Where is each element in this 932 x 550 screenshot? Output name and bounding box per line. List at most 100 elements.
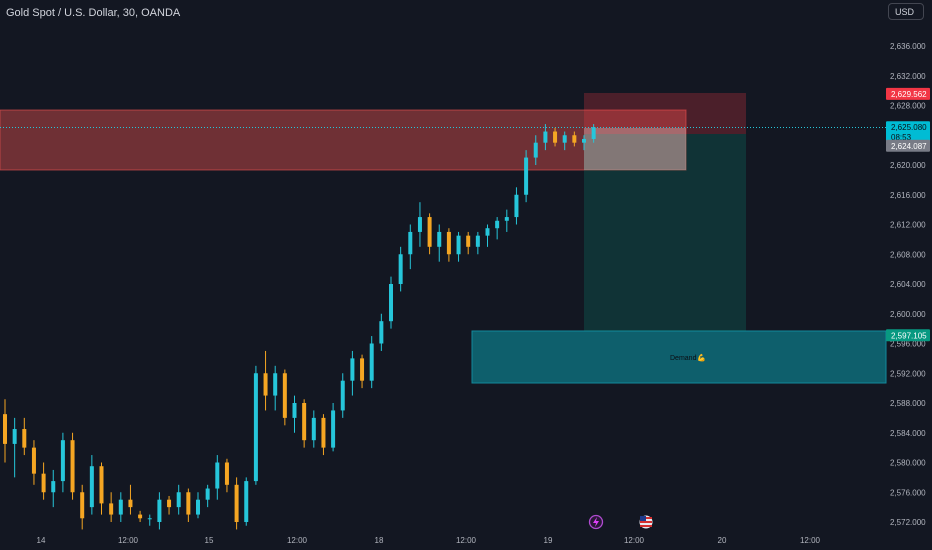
- candle: [466, 231, 471, 255]
- lightning-icon[interactable]: [588, 514, 604, 530]
- price-tick-label: 2,632.000: [890, 72, 926, 81]
- price-tick-label: 2,572.000: [890, 518, 926, 527]
- price-axis[interactable]: 2,636.0002,632.0002,628.0002,624.0002,62…: [886, 42, 930, 527]
- candle: [167, 495, 172, 515]
- candle: [485, 224, 490, 247]
- candle: [60, 432, 65, 493]
- time-tick-label: 12:00: [624, 536, 645, 545]
- time-tick-label: 14: [37, 536, 46, 545]
- candle: [89, 455, 94, 515]
- candle: [572, 131, 577, 147]
- time-tick-label: 12:00: [456, 536, 477, 545]
- candle: [360, 354, 365, 389]
- svg-text:2,625.080: 2,625.080: [891, 123, 927, 132]
- candle: [263, 350, 268, 411]
- time-tick-label: 18: [375, 536, 384, 545]
- candle: [234, 477, 239, 530]
- candle: [138, 510, 143, 522]
- candle: [553, 127, 558, 147]
- candle: [273, 365, 278, 411]
- candle: [22, 417, 27, 456]
- svg-text:2,624.087: 2,624.087: [891, 142, 927, 151]
- candle: [456, 231, 461, 262]
- candle: [533, 135, 538, 165]
- price-tick-label: 2,620.000: [890, 161, 926, 170]
- candle: [253, 365, 258, 485]
- candle: [321, 414, 326, 456]
- time-tick-label: 19: [544, 536, 553, 545]
- candle: [417, 202, 422, 247]
- price-tick-label: 2,616.000: [890, 191, 926, 200]
- candle: [389, 276, 393, 329]
- candle: [31, 440, 36, 485]
- candle: [582, 135, 586, 151]
- price-tick-label: 2,596.000: [890, 340, 926, 349]
- candle: [504, 209, 509, 232]
- candle: [244, 477, 249, 526]
- candle: [118, 492, 123, 522]
- candle: [157, 492, 162, 530]
- candle: [524, 150, 529, 203]
- symbol-title[interactable]: Gold Spot / U.S. Dollar, 30, OANDA: [6, 7, 181, 19]
- candle: [196, 492, 200, 519]
- stop-loss-price-label[interactable]: 2,629.562: [886, 87, 930, 100]
- price-tick-label: 2,636.000: [890, 42, 926, 51]
- entry-price-label[interactable]: 2,624.087: [886, 139, 930, 152]
- candle: [109, 492, 114, 522]
- supply-zone[interactable]: [0, 109, 687, 171]
- candle: [51, 469, 56, 508]
- price-tick-label: 2,588.000: [890, 399, 926, 408]
- flex-emoji-icon: 💪: [697, 353, 706, 362]
- candle: [99, 462, 104, 515]
- price-tick-label: 2,608.000: [890, 250, 926, 259]
- time-tick-label: 12:00: [287, 536, 308, 545]
- candle: [128, 484, 133, 515]
- price-tick-label: 2,580.000: [890, 459, 926, 468]
- candle: [70, 432, 75, 500]
- candle: [3, 399, 7, 463]
- candle: [543, 124, 548, 151]
- candle: [514, 187, 519, 225]
- position-stop-loss-area[interactable]: [584, 93, 746, 134]
- candle: [331, 403, 336, 452]
- candle: [41, 462, 46, 500]
- time-tick-label: 12:00: [800, 536, 821, 545]
- candle: [398, 246, 403, 292]
- candle: [224, 458, 229, 493]
- candle: [446, 228, 451, 262]
- candle: [311, 410, 316, 448]
- price-tick-label: 2,604.000: [890, 280, 926, 289]
- candle: [205, 484, 210, 508]
- time-axis[interactable]: 14 12:00 15 12:00 18 12:00 19 12:00 20 12:00: [37, 536, 821, 545]
- candle: [186, 488, 191, 522]
- candle: [12, 417, 17, 478]
- candle: [379, 313, 384, 351]
- candle: [340, 373, 345, 418]
- candle: [215, 455, 220, 500]
- candle: [369, 336, 374, 389]
- currency-button[interactable]: USD: [888, 3, 924, 20]
- svg-text:2,597.105: 2,597.105: [891, 331, 927, 340]
- candle: [591, 124, 596, 143]
- position-take-profit-area[interactable]: [584, 134, 746, 331]
- candle: [495, 217, 500, 240]
- candle: [350, 350, 355, 396]
- price-tick-label: 2,628.000: [890, 102, 926, 111]
- candles-layer: [3, 124, 596, 530]
- countdown-label: 08:53: [891, 133, 912, 142]
- price-tick-label: 2,600.000: [890, 310, 926, 319]
- price-tick-label: 2,612.000: [890, 221, 926, 230]
- us-flag-icon[interactable]: [639, 515, 653, 529]
- candle: [475, 231, 480, 255]
- candle: [176, 484, 181, 515]
- demand-label: Demand: [670, 355, 697, 362]
- price-tick-label: 2,592.000: [890, 369, 926, 378]
- svg-text:2,629.562: 2,629.562: [891, 90, 927, 99]
- take-profit-price-label[interactable]: 2,597.105: [886, 329, 930, 342]
- demand-zone[interactable]: [471, 330, 887, 384]
- candle: [147, 514, 152, 526]
- time-tick-label: 15: [205, 536, 214, 545]
